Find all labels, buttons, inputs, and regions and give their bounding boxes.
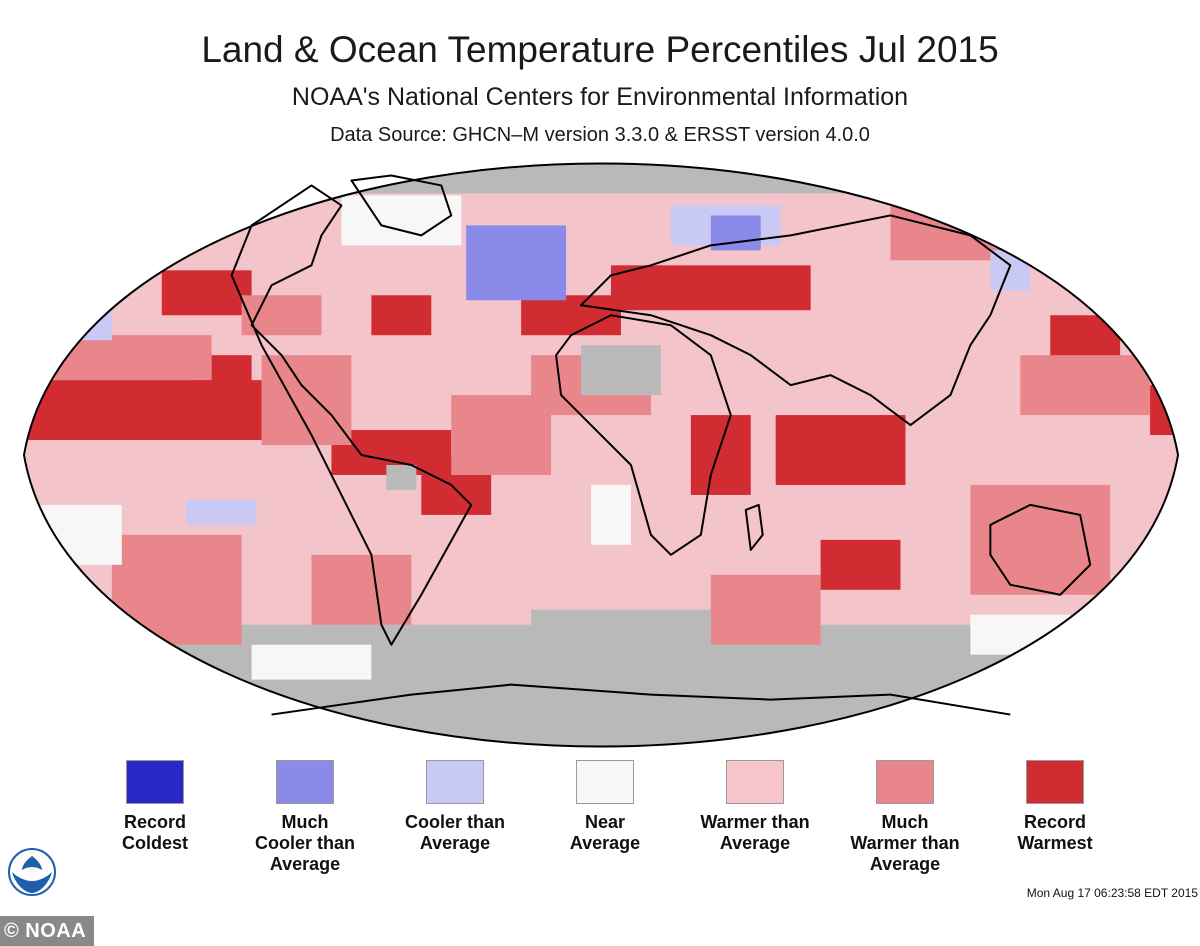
near-average-region [591,484,631,545]
near-average-region [341,195,462,246]
much-cooler-region [466,225,567,301]
timestamp: Mon Aug 17 06:23:58 EDT 2015 [1026,886,1198,900]
legend-label: Warmer than Average [700,812,810,853]
legend-swatch [276,760,334,804]
coastlines [230,174,1092,716]
legend-label: Cooler than Average [404,812,505,853]
americas-coastline [230,184,473,646]
legend-item: Much Cooler than Average [230,760,380,875]
much-warmer-region [111,534,242,645]
record-warm-region [161,270,252,316]
much-warmer-region [311,554,412,625]
land-no-data [581,345,661,396]
africa-coastline [555,314,732,556]
legend-item: Near Average [530,760,680,854]
much-warmer-region [1020,355,1151,416]
cooler-region [990,250,1031,291]
legend-swatch [726,760,784,804]
australia-coastline [989,503,1092,596]
noaa-logo-icon [8,848,56,896]
legend-label: Record Coldest [121,812,188,853]
map-subtitle: NOAA's National Centers for Environmenta… [291,83,909,111]
record-warm-region [521,295,621,336]
map-data-layer [23,163,1179,747]
near-average-region [251,644,372,680]
much-warmer-region [710,574,821,645]
record-warm-region [610,265,811,311]
data-source-line: Data Source: GHCN–M version 3.3.0 & ERSS… [330,124,870,146]
legend-item: Record Coldest [80,760,230,854]
record-warm-region [820,539,901,590]
legend-item: Cooler than Average [380,760,530,854]
legend-swatch [576,760,634,804]
antarctica-coastline [271,683,1011,716]
legend-swatch [876,760,934,804]
record-warm-region [23,380,262,441]
legend-item: Much Warmer than Average [830,760,980,875]
land-no-data [386,464,417,490]
arctic-no-data [23,163,1179,194]
globe-outline [22,162,1180,748]
record-warm-region [371,295,432,336]
image-credit: © NOAA [0,916,95,946]
legend-swatch [1026,760,1084,804]
much-warmer-region [970,484,1111,595]
record-warm-region [690,415,751,495]
greenland-coastline [350,174,453,237]
legend-label: Much Cooler than Average [254,812,355,874]
cooler-region [51,285,112,341]
legend-label: Near Average [569,812,641,853]
legend-swatch [126,760,184,804]
record-warm-region [1150,385,1179,436]
cooler-region [186,499,257,525]
much-warmer-region [241,295,322,336]
map-title: Land & Ocean Temperature Percentiles Jul… [201,29,999,70]
record-warm-region [775,415,906,485]
madagascar-coastline [744,503,764,551]
legend-label: Record Warmest [1017,812,1093,853]
much-warmer-region [31,335,212,381]
world-temperature-map [22,162,1180,748]
near-average-region [31,504,122,565]
legend-label: Much Warmer than Average [850,812,960,874]
near-average-region [970,614,1071,655]
legend-item: Record Warmest [980,760,1130,854]
legend-item: Warmer than Average [680,760,830,854]
record-warm-region [960,195,1021,226]
legend-swatch [426,760,484,804]
eurasia-coastline [580,214,1012,427]
